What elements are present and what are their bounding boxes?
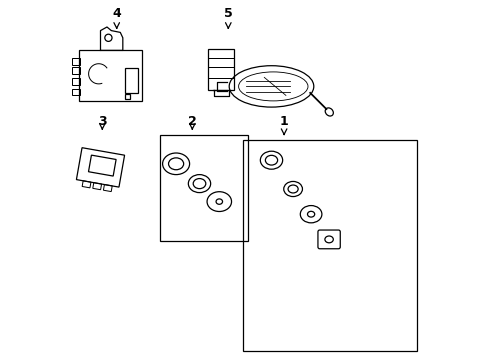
Bar: [72, 58, 80, 65]
Bar: [72, 78, 80, 85]
Bar: [160, 135, 247, 241]
Bar: [79, 50, 142, 101]
Bar: [72, 67, 80, 74]
Text: 1: 1: [279, 115, 288, 128]
Bar: [124, 68, 138, 93]
Text: 4: 4: [112, 7, 121, 20]
Bar: [242, 140, 416, 351]
Text: 3: 3: [98, 115, 106, 128]
Bar: [72, 89, 80, 95]
Bar: [124, 94, 130, 99]
Text: 5: 5: [224, 7, 232, 20]
Bar: [208, 49, 234, 90]
Text: 2: 2: [187, 115, 196, 128]
